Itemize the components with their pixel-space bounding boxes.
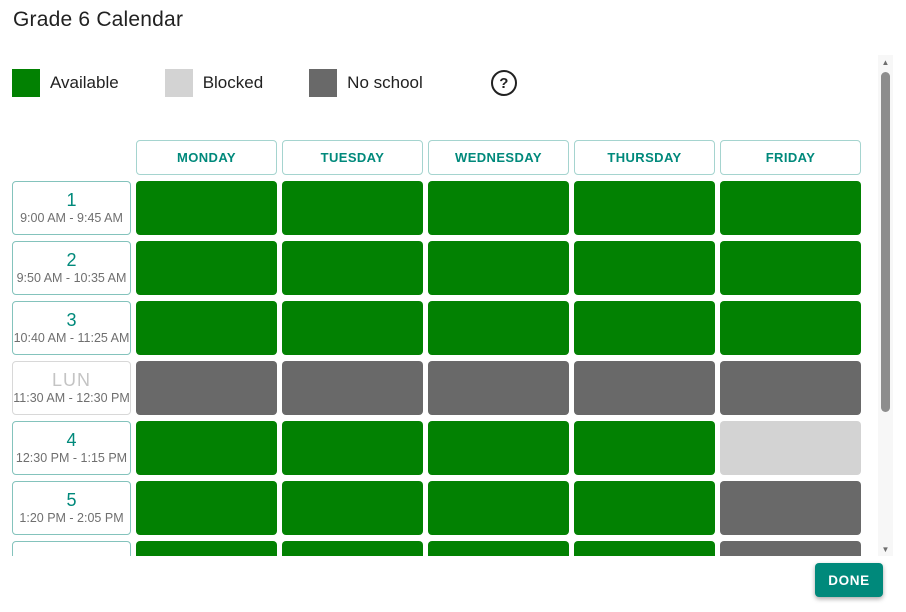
period-label-hidden[interactable] [12,541,131,556]
day-header-monday[interactable]: MONDAY [136,140,277,175]
calendar-cell-lun-tuesday[interactable] [282,361,423,415]
period-number: 5 [66,489,77,510]
calendar-cell-hidden-tuesday[interactable] [282,541,423,556]
legend: Available Blocked No school ? [12,69,872,97]
calendar-cell-1-thursday[interactable] [574,181,715,235]
period-number: LUN [51,369,91,390]
vertical-scrollbar[interactable]: ▲ ▼ [878,55,893,556]
day-header-thursday[interactable]: THURSDAY [574,140,715,175]
calendar-cell-4-wednesday[interactable] [428,421,569,475]
period-label-3[interactable]: 3 10:40 AM - 11:25 AM [12,301,131,355]
calendar-cell-hidden-friday[interactable] [720,541,861,556]
calendar-cell-3-friday[interactable] [720,301,861,355]
calendar-cell-1-friday[interactable] [720,181,861,235]
day-header-tuesday[interactable]: TUESDAY [282,140,423,175]
calendar-cell-2-wednesday[interactable] [428,241,569,295]
calendar-cell-hidden-thursday[interactable] [574,541,715,556]
calendar-cell-3-monday[interactable] [136,301,277,355]
period-time: 9:00 AM - 9:45 AM [20,211,123,226]
calendar-cell-2-friday[interactable] [720,241,861,295]
page-title: Grade 6 Calendar [13,8,184,31]
calendar-scroll-area: Available Blocked No school ? MONDAY TUESDA… [0,55,872,556]
legend-items: Available Blocked No school [12,69,469,97]
legend-label-no_school: No school [347,73,423,92]
legend-label-available: Available [50,73,119,92]
calendar-cell-lun-monday[interactable] [136,361,277,415]
calendar-cell-2-monday[interactable] [136,241,277,295]
period-number: 2 [66,249,77,270]
calendar-grid: MONDAY TUESDAY WEDNESDAY THURSDAY FRIDAY 1 9:0… [12,140,861,556]
calendar-cell-2-thursday[interactable] [574,241,715,295]
scroll-up-icon[interactable]: ▲ [881,57,890,67]
period-time: 1:20 PM - 2:05 PM [19,511,124,526]
calendar-cell-2-tuesday[interactable] [282,241,423,295]
period-label-4[interactable]: 4 12:30 PM - 1:15 PM [12,421,131,475]
calendar-cell-lun-wednesday[interactable] [428,361,569,415]
calendar-cell-1-monday[interactable] [136,181,277,235]
calendar-cell-4-monday[interactable] [136,421,277,475]
calendar-cell-4-tuesday[interactable] [282,421,423,475]
period-number: 3 [66,309,77,330]
legend-item-no_school: No school [309,69,423,97]
calendar-cell-5-monday[interactable] [136,481,277,535]
scrollbar-thumb[interactable] [881,72,890,412]
period-time: 12:30 PM - 1:15 PM [15,451,128,466]
calendar-cell-5-thursday[interactable] [574,481,715,535]
period-time: 11:30 AM - 12:30 PM [13,391,130,406]
period-label-5[interactable]: 5 1:20 PM - 2:05 PM [12,481,131,535]
period-number: 4 [66,429,77,450]
period-label-lun[interactable]: LUN 11:30 AM - 12:30 PM [12,361,131,415]
scroll-down-icon[interactable]: ▼ [881,544,890,554]
legend-item-blocked: Blocked [164,69,264,97]
calendar-cell-hidden-wednesday[interactable] [428,541,569,556]
grid-corner-spacer [12,140,131,175]
legend-swatch-blocked [164,69,193,97]
legend-label-blocked: Blocked [202,73,264,92]
calendar-cell-1-tuesday[interactable] [282,181,423,235]
day-header-friday[interactable]: FRIDAY [720,140,861,175]
calendar-cell-5-wednesday[interactable] [428,481,569,535]
period-time: 9:50 AM - 10:35 AM [16,271,127,286]
period-label-1[interactable]: 1 9:00 AM - 9:45 AM [12,181,131,235]
calendar-cell-lun-friday[interactable] [720,361,861,415]
calendar-cell-3-thursday[interactable] [574,301,715,355]
calendar-cell-lun-thursday[interactable] [574,361,715,415]
calendar-cell-5-friday[interactable] [720,481,861,535]
calendar-cell-4-friday[interactable] [720,421,861,475]
period-label-2[interactable]: 2 9:50 AM - 10:35 AM [12,241,131,295]
legend-item-available: Available [12,69,119,97]
calendar-cell-4-thursday[interactable] [574,421,715,475]
period-time: 10:40 AM - 11:25 AM [13,331,130,346]
help-icon-glyph: ? [499,74,509,92]
period-number: 1 [66,189,77,210]
calendar-cell-1-wednesday[interactable] [428,181,569,235]
day-header-wednesday[interactable]: WEDNESDAY [428,140,569,175]
legend-swatch-available [12,69,40,97]
calendar-cell-hidden-monday[interactable] [136,541,277,556]
calendar-cell-3-tuesday[interactable] [282,301,423,355]
calendar-cell-5-tuesday[interactable] [282,481,423,535]
calendar-cell-3-wednesday[interactable] [428,301,569,355]
done-button[interactable]: DONE [815,563,883,597]
legend-swatch-no_school [309,69,338,97]
help-icon[interactable]: ? [490,70,517,96]
